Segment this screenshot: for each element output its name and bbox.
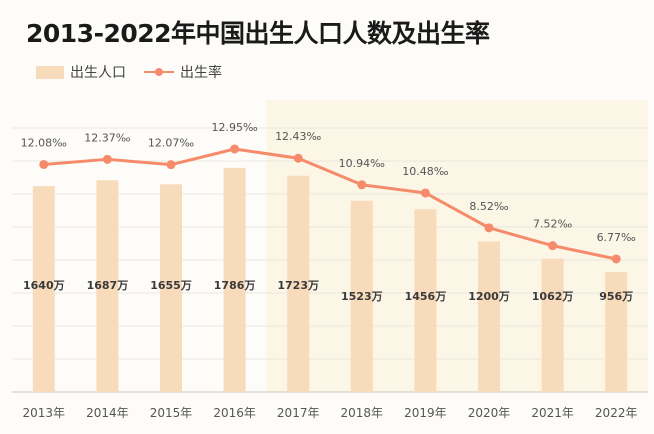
bar-1 [96,180,119,392]
legend-item-birth-rate: 出生率 [144,62,222,82]
legend-rate-label: 出生率 [180,65,222,81]
legend-bar-swatch [36,65,64,79]
bar-label-9: 956万 [599,290,633,303]
x-tick-label-4: 2017年 [277,406,320,420]
bar-9 [605,272,628,392]
rate-point-6 [420,188,430,198]
legend-line-swatch [144,68,174,76]
x-tick-label-2: 2015年 [150,406,193,420]
rate-point-2 [166,160,176,170]
x-tick-label-7: 2020年 [468,406,511,420]
rate-label-9: 6.77‰ [597,231,636,244]
bar-4 [287,175,310,392]
bar-0 [32,186,55,392]
rate-label-7: 8.52‰ [469,200,508,213]
rate-point-0 [39,159,49,169]
legend-item-births: 出生人口 [36,62,126,82]
bar-label-3: 1786万 [214,279,256,292]
bar-label-8: 1062万 [532,290,574,303]
rate-label-1: 12.37‰ [84,131,130,144]
x-tick-label-9: 2022年 [595,406,638,420]
rate-point-3 [230,144,240,154]
bar-label-7: 1200万 [468,290,510,303]
rate-label-6: 10.48‰ [402,165,448,178]
rate-label-5: 10.94‰ [339,157,385,170]
rate-point-8 [548,241,558,251]
x-tick-label-6: 2019年 [404,406,447,420]
bar-8 [541,258,564,392]
x-tick-label-8: 2021年 [531,406,574,420]
rate-point-9 [611,254,621,264]
rate-point-1 [102,154,112,164]
chart-title: 2013-2022年中国出生人口人数及出生率 [26,19,490,48]
rate-line [43,147,617,261]
bar-label-2: 1655万 [150,279,192,292]
rate-point-7 [484,223,494,233]
bar-label-1: 1687万 [87,279,129,292]
x-tick-label-1: 2014年 [86,406,129,420]
rate-point-4 [293,153,303,163]
x-tick-label-5: 2018年 [341,406,384,420]
bar-6 [414,209,437,392]
bar-label-0: 1640万 [23,279,65,292]
bar-label-6: 1456万 [405,290,447,303]
bar-2 [160,184,182,392]
rate-label-0: 12.08‰ [21,136,67,149]
rate-label-8: 7.52‰ [533,218,572,231]
bar-5 [350,200,373,392]
x-tick-label-0: 2013年 [23,406,66,420]
rate-point-5 [357,180,367,190]
x-tick-label-3: 2016年 [213,406,256,420]
highlight-region [266,100,648,392]
bar-7 [478,241,500,392]
rate-label-3: 12.95‰ [211,121,257,134]
bar-label-5: 1523万 [341,290,383,303]
bar-label-4: 1723万 [277,279,319,292]
legend-births-label: 出生人口 [70,65,126,81]
rate-label-2: 12.07‰ [148,137,194,150]
legend: 出生人口 出生率 [36,62,240,82]
bar-3 [223,167,246,392]
rate-label-4: 12.43‰ [275,130,321,143]
